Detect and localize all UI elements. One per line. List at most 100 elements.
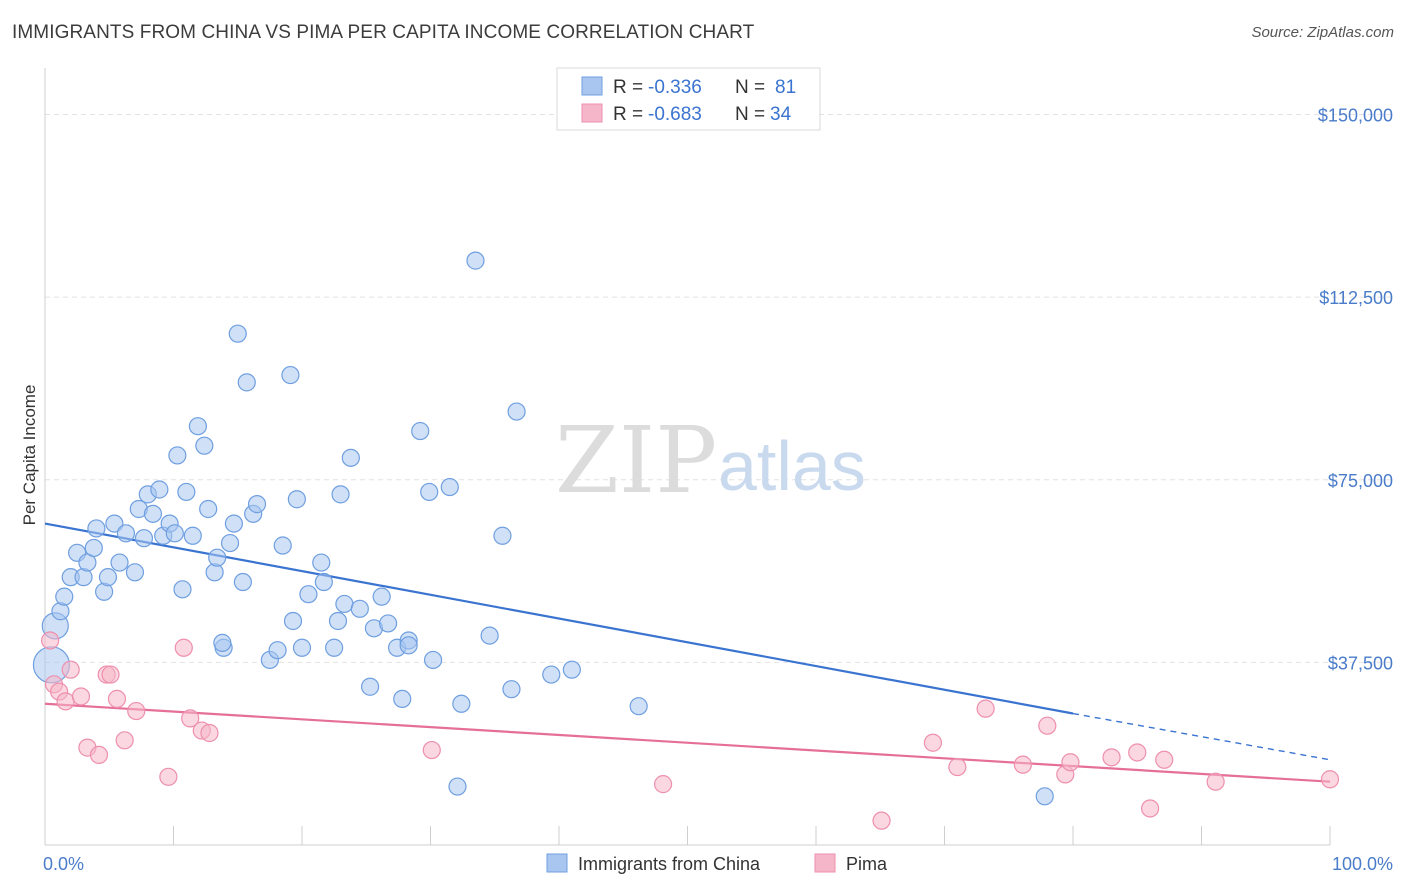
- point-pima-12: [127, 701, 146, 721]
- watermark-zip: ZIP: [555, 407, 717, 514]
- point-china-43: [273, 536, 292, 555]
- axes: [44, 68, 1331, 846]
- point-china-77: [1035, 787, 1054, 806]
- point-china-73: [507, 402, 526, 421]
- point-pima-30: [1140, 799, 1160, 818]
- point-china-28: [188, 417, 208, 436]
- point-china-58: [372, 587, 391, 606]
- point-china-78: [399, 636, 418, 655]
- point-china-74: [542, 665, 561, 684]
- point-china-40: [247, 495, 267, 514]
- point-china-9: [87, 519, 106, 538]
- point-pima-20: [872, 811, 891, 830]
- point-pima-18: [422, 740, 441, 760]
- point-china-75: [562, 660, 581, 679]
- point-china-68: [452, 694, 471, 713]
- point-china-51: [325, 638, 344, 657]
- point-china-13: [110, 553, 129, 572]
- point-china-52: [328, 611, 348, 631]
- y-tick-labels: $37,500 $75,000 $112,500 $150,000: [1318, 106, 1393, 674]
- chart-title: IMMIGRANTS FROM CHINA VS PIMA PER CAPITA…: [12, 22, 755, 43]
- y-tick-label-3: $150,000: [1318, 106, 1393, 126]
- point-china-23: [165, 524, 184, 543]
- point-pima-4: [61, 660, 80, 679]
- point-china-12: [105, 514, 124, 533]
- point-pima-25: [1038, 716, 1057, 735]
- point-pima-11: [115, 731, 134, 750]
- point-china-24: [168, 446, 187, 465]
- point-china-34: [220, 533, 240, 553]
- point-pima-33: [1320, 770, 1340, 789]
- bottom-legend-label-pima: Pima: [846, 854, 888, 874]
- point-china-66: [440, 477, 459, 497]
- y-tick-label-1: $75,000: [1328, 471, 1393, 491]
- point-china-65: [423, 650, 443, 670]
- point-china-59: [378, 614, 398, 633]
- point-china-79: [213, 633, 232, 653]
- point-pima-7: [89, 745, 109, 765]
- point-china-53: [335, 594, 354, 614]
- point-china-11: [98, 568, 118, 587]
- point-pima-28: [1102, 748, 1121, 767]
- point-china-15: [125, 563, 145, 582]
- point-china-45: [283, 611, 303, 631]
- point-china-47: [292, 638, 312, 657]
- point-china-63: [411, 421, 430, 441]
- point-pima-31: [1155, 750, 1174, 769]
- point-pima-19: [653, 775, 673, 794]
- point-china-36: [228, 324, 247, 343]
- point-china-32: [208, 548, 227, 567]
- legend-r-value-china: -0.336: [648, 77, 702, 98]
- point-china-27: [183, 526, 202, 545]
- point-pima-13: [159, 767, 178, 786]
- point-pima-29: [1128, 743, 1147, 762]
- point-china-17: [134, 529, 154, 548]
- x-tick-labels: 0.0% 100.0%: [43, 854, 1393, 874]
- legend-r-value-pima: -0.683: [648, 104, 702, 125]
- trend-line-china: [44, 522, 1074, 715]
- legend-swatch-pima: [581, 103, 603, 123]
- legend: R = -0.336 N = 81 R = -0.683 N = 34: [556, 67, 821, 131]
- watermark-atlas: atlas: [718, 427, 866, 505]
- point-pima-0: [41, 631, 60, 650]
- point-china-61: [393, 689, 412, 709]
- point-china-42: [268, 641, 287, 660]
- point-china-35: [224, 514, 243, 533]
- point-china-76: [629, 697, 648, 716]
- trend-line-pima: [44, 702, 1331, 783]
- legend-r-label-china: R =: [613, 77, 643, 98]
- bottom-legend-swatch-pima: [814, 853, 836, 873]
- point-china-80: [331, 485, 350, 504]
- point-pima-24: [1013, 755, 1032, 774]
- point-pima-22: [948, 757, 967, 777]
- data-points: [32, 251, 1340, 830]
- legend-n-value-china: 81: [775, 77, 796, 98]
- point-china-44: [281, 365, 300, 385]
- watermark: ZIP atlas: [555, 407, 866, 514]
- point-china-3: [55, 587, 74, 606]
- legend-n-value-pima: 34: [770, 104, 792, 125]
- point-china-19: [143, 504, 163, 523]
- point-china-46: [287, 490, 306, 509]
- point-pima-10: [107, 689, 127, 709]
- point-china-48: [299, 585, 318, 604]
- point-china-30: [199, 499, 218, 519]
- point-pima-5: [71, 687, 91, 706]
- point-pima-3: [56, 692, 75, 711]
- point-pima-15: [181, 709, 200, 728]
- legend-r-label-pima: R =: [613, 104, 643, 125]
- point-china-64: [420, 482, 439, 502]
- point-china-54: [341, 448, 360, 467]
- point-pima-23: [976, 699, 995, 718]
- legend-swatch-china: [581, 76, 603, 96]
- y-tick-label-0: $37,500: [1328, 653, 1393, 673]
- point-china-38: [237, 373, 256, 392]
- point-pima-21: [923, 733, 943, 752]
- point-china-25: [173, 580, 192, 599]
- point-pima-27: [1061, 753, 1080, 772]
- point-china-26: [177, 482, 196, 502]
- source-credit: Source: ZipAtlas.com: [1251, 24, 1394, 41]
- bottom-legend: Immigrants from China Pima: [546, 853, 888, 874]
- point-china-37: [233, 572, 252, 592]
